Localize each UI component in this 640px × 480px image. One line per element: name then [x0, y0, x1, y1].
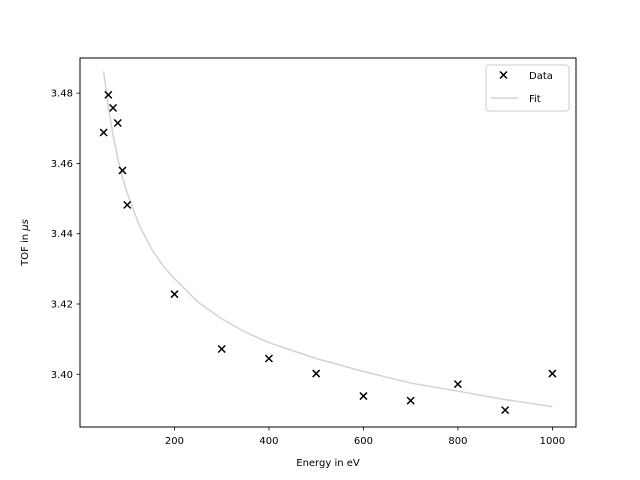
data-point — [359, 392, 368, 401]
data-point — [453, 380, 462, 389]
data-point — [118, 166, 127, 175]
data-point — [312, 369, 321, 378]
x-tick-label: 400 — [259, 436, 278, 447]
x-axis-label: Energy in eV — [296, 458, 360, 469]
data-point — [406, 396, 415, 405]
y-tick-label: 3.46 — [51, 159, 73, 170]
x-tick-label: 1000 — [540, 436, 565, 447]
data-point — [104, 90, 113, 99]
data-point — [113, 118, 122, 128]
plot-area — [99, 71, 557, 415]
x-tick-label: 800 — [448, 436, 467, 447]
data-point — [123, 200, 132, 209]
data-point — [217, 344, 226, 354]
x-tick-label: 200 — [165, 436, 184, 447]
legend-label-fit: Fit — [529, 94, 541, 105]
y-tick-label: 3.40 — [51, 370, 73, 381]
y-axis-label-prefix: TOF in — [20, 231, 31, 267]
legend-marker-data — [499, 70, 508, 80]
data-point — [548, 369, 557, 378]
series-fit-line — [102, 71, 553, 408]
x-tick-label: 600 — [354, 436, 373, 447]
y-axis-label: TOF in μs — [20, 219, 31, 267]
data-point — [99, 128, 108, 137]
plot-frame — [79, 57, 577, 428]
y-tick-label: 3.48 — [51, 89, 73, 100]
axes: 200 400 600 800 1000 3.40 3.42 3.44 3.46 3.48 — [51, 89, 565, 447]
data-point — [170, 290, 179, 299]
data-point — [109, 103, 118, 112]
data-point — [501, 406, 510, 415]
y-tick-label: 3.44 — [51, 229, 73, 240]
y-axis-label-unit: μs — [20, 219, 31, 232]
legend-box — [485, 64, 570, 112]
legend: Data Fit — [485, 64, 570, 112]
legend-label-data: Data — [529, 71, 553, 82]
y-tick-label: 3.42 — [51, 300, 73, 311]
data-point — [264, 354, 273, 363]
